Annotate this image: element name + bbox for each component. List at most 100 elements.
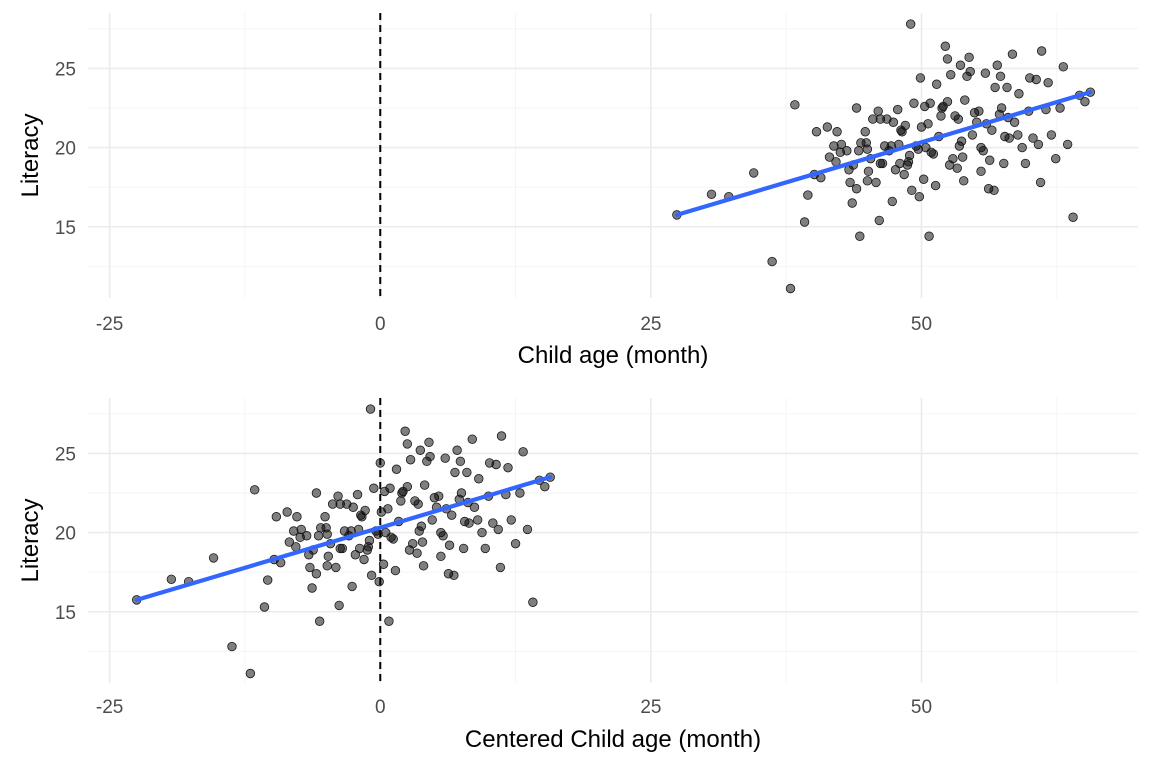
data-point xyxy=(313,531,324,541)
data-point xyxy=(914,191,925,202)
data-point xyxy=(992,60,1002,70)
data-point xyxy=(937,103,947,113)
data-point xyxy=(334,600,344,611)
data-point xyxy=(995,71,1006,82)
data-point xyxy=(940,41,951,51)
data-point xyxy=(522,524,533,535)
data-point xyxy=(450,467,460,478)
data-point xyxy=(419,480,430,490)
y-tick-label: 20 xyxy=(55,524,76,545)
data-point xyxy=(862,176,873,186)
data-point xyxy=(488,518,498,528)
data-point xyxy=(166,574,177,584)
data-point xyxy=(1051,153,1061,164)
data-point xyxy=(829,141,839,151)
data-point xyxy=(528,597,538,607)
data-point xyxy=(909,98,919,108)
data-point xyxy=(438,531,448,541)
data-point xyxy=(1031,74,1041,85)
data-point xyxy=(978,146,988,156)
data-point xyxy=(996,103,1007,113)
y-tick-label: 15 xyxy=(55,603,76,624)
data-point xyxy=(1043,77,1053,88)
data-point xyxy=(942,54,953,64)
data-point xyxy=(888,117,899,127)
data-point xyxy=(493,524,503,535)
data-point xyxy=(391,464,402,474)
data-point xyxy=(440,453,450,463)
data-point xyxy=(1035,177,1046,188)
data-point xyxy=(314,616,325,626)
data-point xyxy=(948,153,958,164)
data-point xyxy=(397,488,407,498)
data-point xyxy=(899,169,909,180)
data-point xyxy=(854,146,864,156)
data-point xyxy=(449,570,459,581)
data-point xyxy=(1013,130,1023,140)
data-point xyxy=(456,488,467,498)
data-point xyxy=(871,177,881,188)
data-point xyxy=(364,535,375,546)
data-point xyxy=(496,431,507,441)
data-point xyxy=(1055,103,1065,113)
data-point xyxy=(348,502,358,512)
data-point xyxy=(915,73,926,83)
data-point xyxy=(402,481,413,492)
data-point xyxy=(366,570,377,581)
data-point xyxy=(292,512,302,522)
data-point xyxy=(245,668,256,679)
data-point xyxy=(861,138,871,148)
data-point xyxy=(412,548,422,558)
data-point xyxy=(956,136,967,146)
data-point xyxy=(436,551,446,562)
data-point xyxy=(1009,117,1020,127)
data-point xyxy=(424,437,434,448)
data-point xyxy=(322,561,332,571)
data-point xyxy=(472,515,483,525)
data-point xyxy=(301,531,312,541)
y-tick-label: 15 xyxy=(55,218,76,239)
data-point xyxy=(785,283,796,294)
regression-line xyxy=(134,475,553,602)
data-point xyxy=(1036,46,1047,56)
data-point xyxy=(337,543,348,554)
data-point xyxy=(296,524,306,535)
data-point xyxy=(811,127,822,137)
data-point xyxy=(369,483,379,493)
data-point xyxy=(706,189,717,199)
bottom-scatter-panel: -25 0 25 50 15 20 25 Centered Child age (month)… xyxy=(17,398,1138,753)
data-point xyxy=(860,127,870,137)
data-point xyxy=(400,426,410,436)
data-point xyxy=(1017,142,1027,153)
data-point xyxy=(907,185,917,196)
data-point xyxy=(311,488,322,498)
data-point xyxy=(946,70,956,80)
data-point xyxy=(873,106,883,116)
data-point xyxy=(418,561,429,571)
data-point xyxy=(1002,82,1012,93)
data-point xyxy=(540,481,550,492)
x-tick-label: 25 xyxy=(640,697,661,718)
data-point xyxy=(506,515,516,525)
data-point xyxy=(415,445,426,455)
data-point xyxy=(953,114,964,124)
data-point xyxy=(874,215,884,226)
data-point xyxy=(515,488,525,498)
data-point xyxy=(987,125,997,135)
data-point xyxy=(1028,133,1038,143)
data-point xyxy=(469,502,480,512)
data-point xyxy=(749,168,759,178)
data-point xyxy=(383,504,393,514)
data-point xyxy=(375,458,385,468)
data-point xyxy=(836,139,847,150)
y-tick-label: 20 xyxy=(55,139,76,160)
data-point xyxy=(474,474,484,484)
data-point xyxy=(259,602,270,612)
data-point xyxy=(855,231,865,241)
data-point xyxy=(480,543,490,554)
data-point xyxy=(427,515,437,525)
data-point xyxy=(803,190,813,200)
data-point xyxy=(416,521,427,531)
data-point xyxy=(355,543,365,554)
data-point xyxy=(305,562,315,573)
